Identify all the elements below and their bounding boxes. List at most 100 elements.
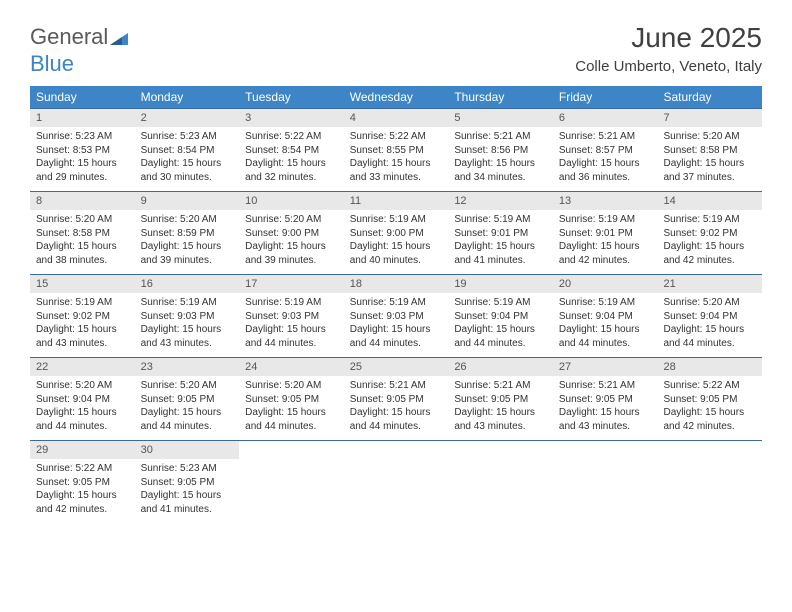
logo-text-1: General xyxy=(30,24,108,49)
day-number: 7 xyxy=(657,109,762,127)
week-row: 8Sunrise: 5:20 AMSunset: 8:58 PMDaylight… xyxy=(30,191,762,274)
day-number: 24 xyxy=(239,358,344,376)
day-content xyxy=(657,447,762,457)
day-content: Sunrise: 5:21 AMSunset: 9:05 PMDaylight:… xyxy=(553,376,658,440)
day-content: Sunrise: 5:22 AMSunset: 8:54 PMDaylight:… xyxy=(239,127,344,191)
day-cell: 22Sunrise: 5:20 AMSunset: 9:04 PMDayligh… xyxy=(30,358,135,440)
day-number: 8 xyxy=(30,192,135,210)
day-number: 5 xyxy=(448,109,553,127)
logo: General Blue xyxy=(30,24,128,77)
day-cell: 19Sunrise: 5:19 AMSunset: 9:04 PMDayligh… xyxy=(448,275,553,357)
day-content: Sunrise: 5:20 AMSunset: 9:04 PMDaylight:… xyxy=(30,376,135,440)
day-cell: 2Sunrise: 5:23 AMSunset: 8:54 PMDaylight… xyxy=(135,109,240,191)
day-content: Sunrise: 5:19 AMSunset: 9:02 PMDaylight:… xyxy=(657,210,762,274)
day-number: 11 xyxy=(344,192,449,210)
day-number: 30 xyxy=(135,441,240,459)
day-cell: 6Sunrise: 5:21 AMSunset: 8:57 PMDaylight… xyxy=(553,109,658,191)
day-number: 1 xyxy=(30,109,135,127)
day-content: Sunrise: 5:23 AMSunset: 8:53 PMDaylight:… xyxy=(30,127,135,191)
day-number: 18 xyxy=(344,275,449,293)
day-number: 17 xyxy=(239,275,344,293)
day-cell: 16Sunrise: 5:19 AMSunset: 9:03 PMDayligh… xyxy=(135,275,240,357)
day-cell: 18Sunrise: 5:19 AMSunset: 9:03 PMDayligh… xyxy=(344,275,449,357)
day-cell: 15Sunrise: 5:19 AMSunset: 9:02 PMDayligh… xyxy=(30,275,135,357)
day-content: Sunrise: 5:19 AMSunset: 9:01 PMDaylight:… xyxy=(448,210,553,274)
weekday-header: Monday xyxy=(135,86,240,108)
week-row: 15Sunrise: 5:19 AMSunset: 9:02 PMDayligh… xyxy=(30,274,762,357)
day-content: Sunrise: 5:21 AMSunset: 9:05 PMDaylight:… xyxy=(448,376,553,440)
day-cell: 23Sunrise: 5:20 AMSunset: 9:05 PMDayligh… xyxy=(135,358,240,440)
day-number: 15 xyxy=(30,275,135,293)
day-content: Sunrise: 5:19 AMSunset: 9:03 PMDaylight:… xyxy=(135,293,240,357)
day-number: 22 xyxy=(30,358,135,376)
day-number: 21 xyxy=(657,275,762,293)
day-cell xyxy=(344,441,449,523)
day-cell: 5Sunrise: 5:21 AMSunset: 8:56 PMDaylight… xyxy=(448,109,553,191)
day-cell: 14Sunrise: 5:19 AMSunset: 9:02 PMDayligh… xyxy=(657,192,762,274)
day-content: Sunrise: 5:22 AMSunset: 9:05 PMDaylight:… xyxy=(30,459,135,523)
weekday-header: Wednesday xyxy=(344,86,449,108)
day-number: 20 xyxy=(553,275,658,293)
day-content: Sunrise: 5:19 AMSunset: 9:03 PMDaylight:… xyxy=(344,293,449,357)
day-number: 10 xyxy=(239,192,344,210)
day-number: 28 xyxy=(657,358,762,376)
day-content: Sunrise: 5:20 AMSunset: 9:00 PMDaylight:… xyxy=(239,210,344,274)
day-number: 27 xyxy=(553,358,658,376)
day-cell: 25Sunrise: 5:21 AMSunset: 9:05 PMDayligh… xyxy=(344,358,449,440)
day-content: Sunrise: 5:20 AMSunset: 9:05 PMDaylight:… xyxy=(135,376,240,440)
weekday-header-row: SundayMondayTuesdayWednesdayThursdayFrid… xyxy=(30,86,762,108)
day-number: 2 xyxy=(135,109,240,127)
day-content: Sunrise: 5:20 AMSunset: 8:59 PMDaylight:… xyxy=(135,210,240,274)
day-cell xyxy=(448,441,553,523)
day-cell: 11Sunrise: 5:19 AMSunset: 9:00 PMDayligh… xyxy=(344,192,449,274)
day-content: Sunrise: 5:23 AMSunset: 9:05 PMDaylight:… xyxy=(135,459,240,523)
day-number: 29 xyxy=(30,441,135,459)
day-content: Sunrise: 5:19 AMSunset: 9:04 PMDaylight:… xyxy=(553,293,658,357)
day-number: 26 xyxy=(448,358,553,376)
week-row: 1Sunrise: 5:23 AMSunset: 8:53 PMDaylight… xyxy=(30,108,762,191)
day-content: Sunrise: 5:19 AMSunset: 9:04 PMDaylight:… xyxy=(448,293,553,357)
weekday-header: Sunday xyxy=(30,86,135,108)
day-number: 12 xyxy=(448,192,553,210)
day-cell xyxy=(553,441,658,523)
week-row: 29Sunrise: 5:22 AMSunset: 9:05 PMDayligh… xyxy=(30,440,762,523)
day-content: Sunrise: 5:20 AMSunset: 8:58 PMDaylight:… xyxy=(30,210,135,274)
logo-text-2: Blue xyxy=(30,51,74,76)
day-content: Sunrise: 5:20 AMSunset: 9:04 PMDaylight:… xyxy=(657,293,762,357)
day-cell xyxy=(657,441,762,523)
day-content xyxy=(344,447,449,457)
day-cell: 4Sunrise: 5:22 AMSunset: 8:55 PMDaylight… xyxy=(344,109,449,191)
day-cell: 9Sunrise: 5:20 AMSunset: 8:59 PMDaylight… xyxy=(135,192,240,274)
day-content: Sunrise: 5:19 AMSunset: 9:02 PMDaylight:… xyxy=(30,293,135,357)
day-content: Sunrise: 5:21 AMSunset: 8:56 PMDaylight:… xyxy=(448,127,553,191)
day-number: 25 xyxy=(344,358,449,376)
day-cell: 21Sunrise: 5:20 AMSunset: 9:04 PMDayligh… xyxy=(657,275,762,357)
day-content xyxy=(239,447,344,457)
day-cell: 3Sunrise: 5:22 AMSunset: 8:54 PMDaylight… xyxy=(239,109,344,191)
day-content: Sunrise: 5:19 AMSunset: 9:00 PMDaylight:… xyxy=(344,210,449,274)
day-cell: 10Sunrise: 5:20 AMSunset: 9:00 PMDayligh… xyxy=(239,192,344,274)
day-number: 4 xyxy=(344,109,449,127)
weekday-header: Tuesday xyxy=(239,86,344,108)
day-content: Sunrise: 5:22 AMSunset: 8:55 PMDaylight:… xyxy=(344,127,449,191)
day-cell: 1Sunrise: 5:23 AMSunset: 8:53 PMDaylight… xyxy=(30,109,135,191)
day-number: 23 xyxy=(135,358,240,376)
day-cell: 7Sunrise: 5:20 AMSunset: 8:58 PMDaylight… xyxy=(657,109,762,191)
day-cell: 27Sunrise: 5:21 AMSunset: 9:05 PMDayligh… xyxy=(553,358,658,440)
day-cell: 28Sunrise: 5:22 AMSunset: 9:05 PMDayligh… xyxy=(657,358,762,440)
day-cell xyxy=(239,441,344,523)
month-title: June 2025 xyxy=(575,22,762,54)
day-content: Sunrise: 5:23 AMSunset: 8:54 PMDaylight:… xyxy=(135,127,240,191)
week-row: 22Sunrise: 5:20 AMSunset: 9:04 PMDayligh… xyxy=(30,357,762,440)
day-cell: 17Sunrise: 5:19 AMSunset: 9:03 PMDayligh… xyxy=(239,275,344,357)
day-cell: 8Sunrise: 5:20 AMSunset: 8:58 PMDaylight… xyxy=(30,192,135,274)
day-cell: 29Sunrise: 5:22 AMSunset: 9:05 PMDayligh… xyxy=(30,441,135,523)
day-cell: 26Sunrise: 5:21 AMSunset: 9:05 PMDayligh… xyxy=(448,358,553,440)
day-cell: 30Sunrise: 5:23 AMSunset: 9:05 PMDayligh… xyxy=(135,441,240,523)
day-content xyxy=(448,447,553,457)
day-content: Sunrise: 5:20 AMSunset: 8:58 PMDaylight:… xyxy=(657,127,762,191)
location: Colle Umberto, Veneto, Italy xyxy=(575,58,762,75)
day-cell: 12Sunrise: 5:19 AMSunset: 9:01 PMDayligh… xyxy=(448,192,553,274)
day-content xyxy=(553,447,658,457)
weekday-header: Saturday xyxy=(657,86,762,108)
